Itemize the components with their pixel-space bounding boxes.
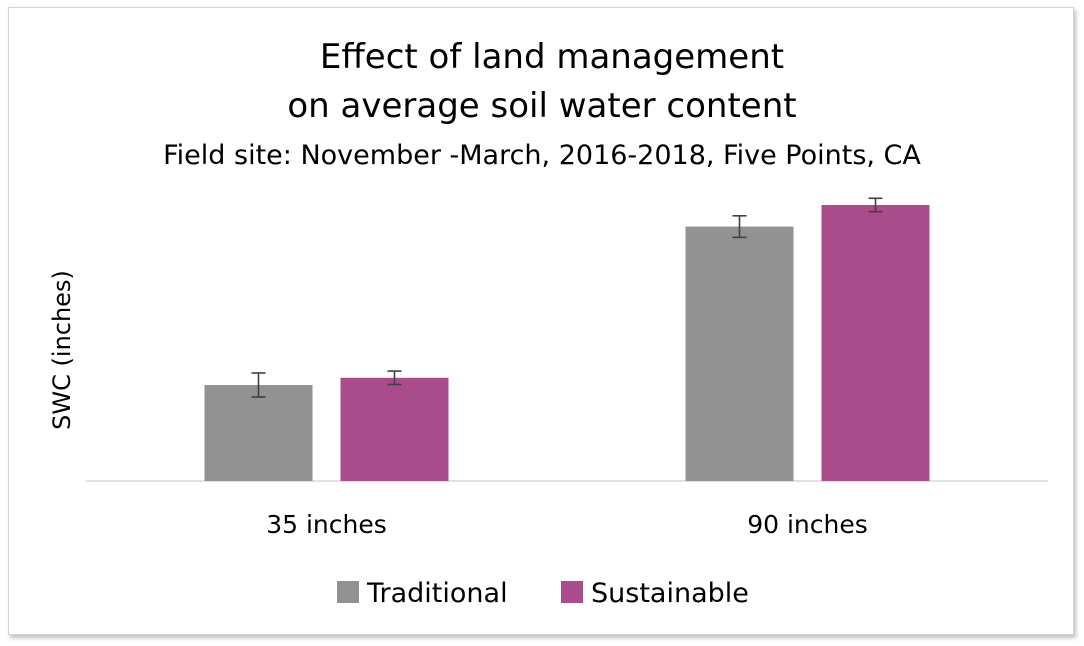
legend-swatch (337, 581, 359, 603)
x-tick-label: 90 inches (747, 510, 868, 539)
legend-item-sustainable: Sustainable (561, 578, 749, 609)
bar-sustainable-2 (822, 205, 930, 481)
bar-traditional-1 (205, 385, 313, 481)
x-tick-label: 35 inches (266, 510, 387, 539)
bar-sustainable-1 (341, 378, 449, 481)
legend-swatch (561, 581, 583, 603)
legend-label: Sustainable (591, 578, 749, 609)
y-axis-label: SWC (inches) (48, 270, 76, 430)
bar-traditional-2 (686, 227, 794, 481)
chart-title: Effect of land management (320, 37, 784, 77)
legend-label: Traditional (366, 578, 508, 609)
chart-title-line2: on average soil water content (287, 86, 796, 126)
chart-subtitle: Field site: November -March, 2016-2018, … (163, 140, 921, 171)
legend-item-traditional: Traditional (337, 578, 508, 609)
